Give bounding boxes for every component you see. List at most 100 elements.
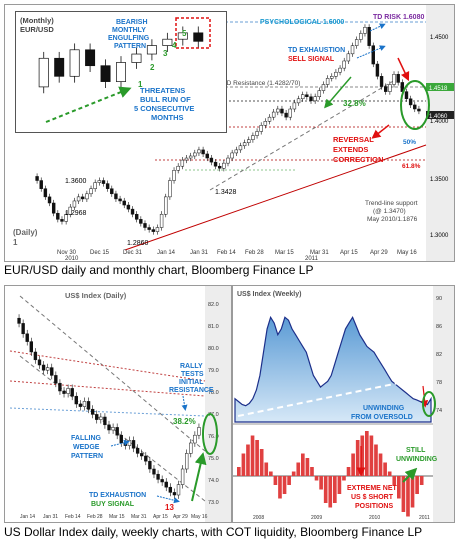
candle-body	[334, 71, 338, 77]
candle-body	[39, 180, 43, 189]
candle-body	[205, 153, 209, 159]
candle-body	[155, 227, 160, 232]
psychological-label: PSYCHOLOGICAL 1.6000	[260, 19, 344, 26]
y-tick-label: 74	[436, 408, 442, 414]
candle-body	[276, 108, 280, 113]
candle-body	[330, 76, 334, 79]
y-tick-label: 80.0	[208, 346, 219, 352]
usd-daily-panel: US$ Index (Daily) 82.0 81.0 80.0 79.0 78.0 77…	[4, 285, 232, 523]
candle-body	[62, 390, 66, 394]
psych-arrow	[369, 23, 386, 32]
y-tick-label: 1.4500	[430, 35, 449, 41]
x-sub-label: 2010	[65, 256, 79, 261]
cot-green-arrow	[402, 467, 418, 483]
wedge-upper-line	[19, 295, 206, 452]
price-label: 1.2968	[65, 210, 87, 217]
monthly-candle	[162, 38, 173, 46]
candle-body	[86, 401, 91, 410]
candle-body	[66, 388, 70, 394]
candle-body	[110, 188, 114, 195]
usd-daily-chart: US$ Index (Daily) 82.081.080.079.078.077…	[9, 286, 231, 522]
candle-body	[122, 200, 126, 206]
engulfing-label: ENGULFING	[108, 35, 150, 42]
candle-body	[123, 442, 128, 446]
top-caption: EUR/USD daily and monthly chart, Bloombe…	[4, 263, 314, 277]
cot-bar	[291, 471, 296, 476]
cot-bar	[401, 476, 406, 512]
price-tag-label: 1.4060	[429, 114, 448, 120]
monthly-candle	[177, 32, 188, 40]
cot-bar	[269, 471, 273, 476]
wedge-label: WEDGE	[73, 444, 100, 451]
buy-signal-label: BUY SIGNAL	[91, 501, 135, 508]
candle-body	[147, 227, 151, 230]
y-axis-strip	[426, 5, 454, 261]
candle-body	[209, 157, 214, 163]
eurusd-candles	[35, 24, 421, 235]
monthly-subtitle: EUR/USD	[20, 25, 54, 34]
candle-body	[346, 53, 351, 62]
cot-bar	[250, 435, 255, 476]
candle-body	[222, 162, 226, 169]
candle-body	[384, 86, 388, 92]
candle-body	[74, 395, 78, 405]
cot-bar	[397, 476, 401, 499]
candle-body	[371, 45, 375, 65]
cot-bar	[355, 440, 360, 476]
candle-body	[115, 427, 119, 436]
cot-bar	[310, 467, 314, 476]
cot-bar	[237, 467, 241, 476]
monthly-candle	[54, 57, 65, 77]
candle-body	[408, 98, 413, 106]
candle-body	[139, 219, 143, 224]
candle-body	[363, 27, 367, 34]
cot-bar	[278, 476, 282, 499]
cot-bar	[387, 471, 392, 476]
cot-bar	[314, 476, 319, 481]
price-label: 1.3600	[65, 178, 87, 185]
y-tick-label: 75.0	[208, 456, 219, 462]
rally-arrow	[191, 452, 207, 502]
monthly-candle	[69, 49, 80, 77]
candle-body	[76, 196, 81, 202]
trend-line-support	[124, 144, 427, 251]
candle-body	[41, 364, 46, 371]
x-tick-label: Jan 14	[20, 514, 35, 520]
x-tick-label: May 16	[191, 514, 208, 520]
weekly-title: US$ Index (Weekly)	[237, 291, 301, 298]
positions-label: POSITIONS	[355, 503, 393, 510]
resistance-line	[9, 350, 206, 382]
initial-label: INITIAL	[179, 379, 204, 386]
candle-body	[296, 98, 301, 104]
candle-body	[288, 108, 292, 118]
candle-body	[280, 108, 284, 114]
price-label: 1.3428	[215, 189, 237, 196]
candle-body	[51, 202, 56, 214]
cot-bar	[392, 476, 397, 485]
x-tick-label: Dec 15	[90, 250, 110, 256]
candle-body	[58, 382, 62, 392]
fib-618-label: 61.8%	[402, 163, 421, 170]
candle-body	[25, 333, 29, 342]
candle-body	[367, 27, 371, 46]
cot-bar	[241, 453, 246, 476]
x-tick-label: Feb 14	[217, 250, 236, 256]
cot-bar	[337, 476, 342, 494]
candle-body	[68, 206, 72, 215]
candle-body	[130, 208, 135, 215]
candle-body	[267, 116, 272, 122]
candle-body	[230, 152, 234, 159]
y-axis-strip	[205, 286, 231, 522]
y-tick-label: 1.4000	[430, 119, 449, 125]
y-tick-label: 78	[436, 380, 442, 386]
candle-body	[37, 359, 42, 366]
td-arrow	[156, 495, 180, 504]
rising-channel-line	[209, 79, 396, 191]
cot-bar	[323, 476, 328, 503]
y-tick-label: 1.3000	[430, 233, 449, 239]
x-tick-label: Jan 14	[157, 250, 176, 256]
cot-bar	[328, 476, 333, 508]
candle-body	[168, 486, 173, 493]
unwinding-label: UNWINDING	[363, 405, 405, 412]
